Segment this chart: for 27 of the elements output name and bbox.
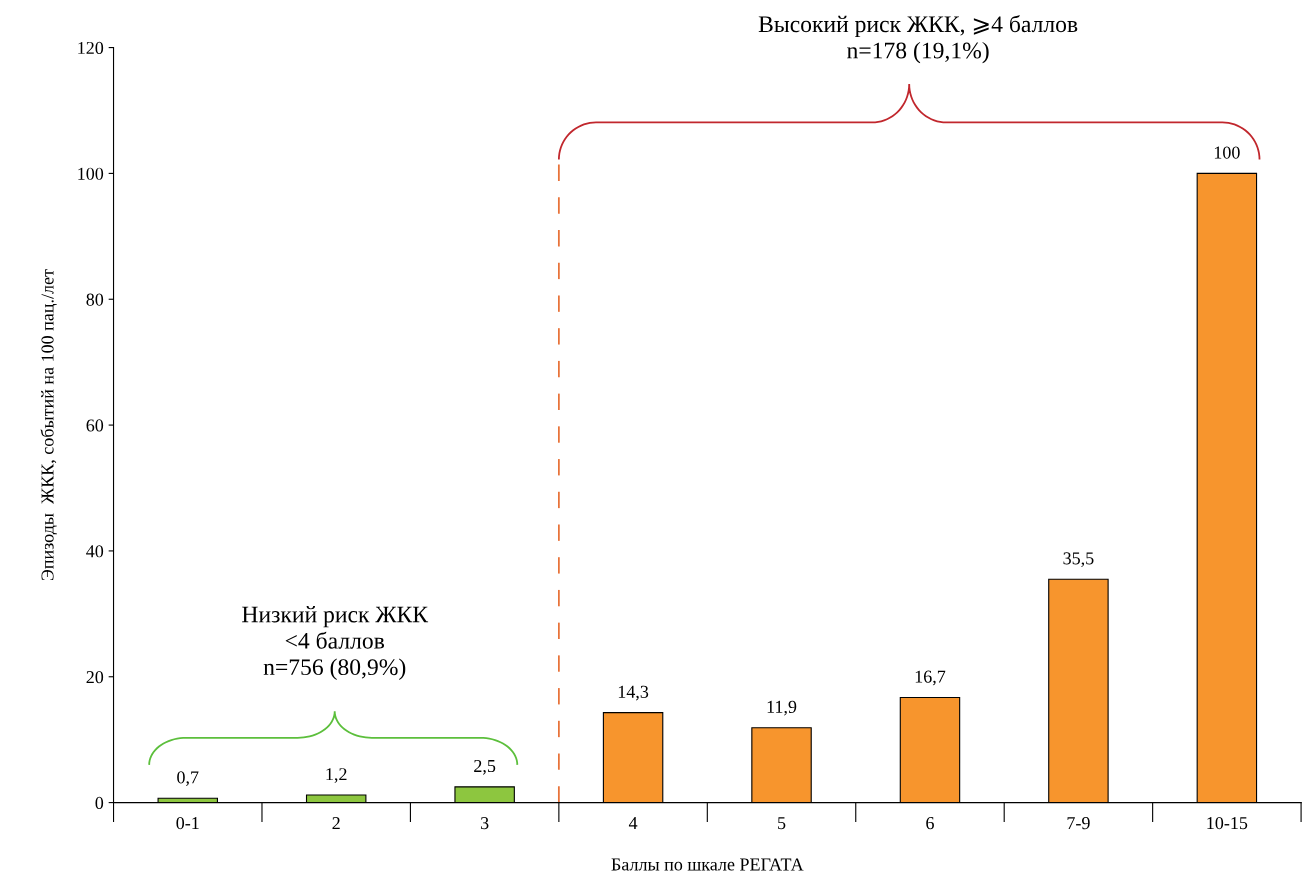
y-tick-label: 80 — [86, 293, 104, 306]
x-tick-label: 4 — [628, 817, 638, 830]
y-tick-label: 0 — [95, 796, 104, 810]
x-tick-label: 6 — [926, 817, 934, 830]
y-tick-label: 40 — [86, 545, 104, 558]
x-tick-label: 0-1 — [176, 817, 199, 830]
data-label: 35,5 — [1063, 552, 1094, 568]
data-label: 0,7 — [177, 771, 199, 787]
y-tick-label: 100 — [78, 167, 104, 180]
y-axis-title: Эпизоды ЖКК, событий на 100 пац./лет — [40, 269, 57, 581]
x-tick-label: 7-9 — [1067, 817, 1090, 830]
annotation: Низкий риск ЖКК <4 баллов n=756 (80,9%) — [242, 606, 429, 680]
x-tick-label: 3 — [480, 817, 489, 830]
data-label: 16,7 — [915, 670, 946, 686]
data-label: 11,9 — [767, 700, 797, 716]
y-tick-label: 20 — [86, 671, 104, 684]
y-tick-label: 120 — [78, 41, 104, 55]
y-tick-label: 60 — [86, 419, 104, 432]
data-label: 1,2 — [326, 768, 347, 783]
x-axis-title: Баллы по шкале РЕГАТА — [611, 858, 804, 871]
x-tick-label: 10-15 — [1207, 817, 1248, 830]
data-label: 2,5 — [474, 759, 496, 775]
data-label: 100 — [1214, 146, 1240, 159]
annotation: Высокий риск ЖКК, ⩾4 баллов n=178 (19,1%) — [758, 15, 1078, 64]
x-tick-label: 5 — [778, 817, 786, 830]
x-tick-label: 2 — [332, 817, 340, 830]
data-label: 14,3 — [618, 685, 649, 701]
